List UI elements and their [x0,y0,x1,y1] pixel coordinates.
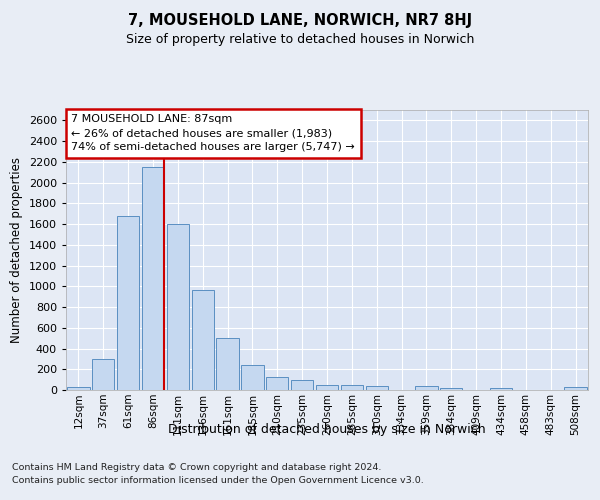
Text: Contains public sector information licensed under the Open Government Licence v3: Contains public sector information licen… [12,476,424,485]
Bar [117,216,139,390]
Bar [415,386,437,390]
Bar [565,388,587,390]
Bar [67,388,89,390]
Bar [316,385,338,390]
Bar [167,224,189,390]
Text: Contains HM Land Registry data © Crown copyright and database right 2024.: Contains HM Land Registry data © Crown c… [12,462,382,471]
Bar [142,167,164,390]
Bar [365,386,388,390]
Bar [92,359,115,390]
Bar [217,338,239,390]
Bar [490,388,512,390]
Y-axis label: Number of detached properties: Number of detached properties [10,157,23,343]
Text: 7 MOUSEHOLD LANE: 87sqm
← 26% of detached houses are smaller (1,983)
74% of semi: 7 MOUSEHOLD LANE: 87sqm ← 26% of detache… [71,114,355,152]
Text: 7, MOUSEHOLD LANE, NORWICH, NR7 8HJ: 7, MOUSEHOLD LANE, NORWICH, NR7 8HJ [128,12,472,28]
Bar [440,388,463,390]
Bar [291,380,313,390]
Bar [341,385,363,390]
Bar [191,290,214,390]
Text: Distribution of detached houses by size in Norwich: Distribution of detached houses by size … [168,422,486,436]
Bar [266,377,289,390]
Text: Size of property relative to detached houses in Norwich: Size of property relative to detached ho… [126,32,474,46]
Bar [241,364,263,390]
